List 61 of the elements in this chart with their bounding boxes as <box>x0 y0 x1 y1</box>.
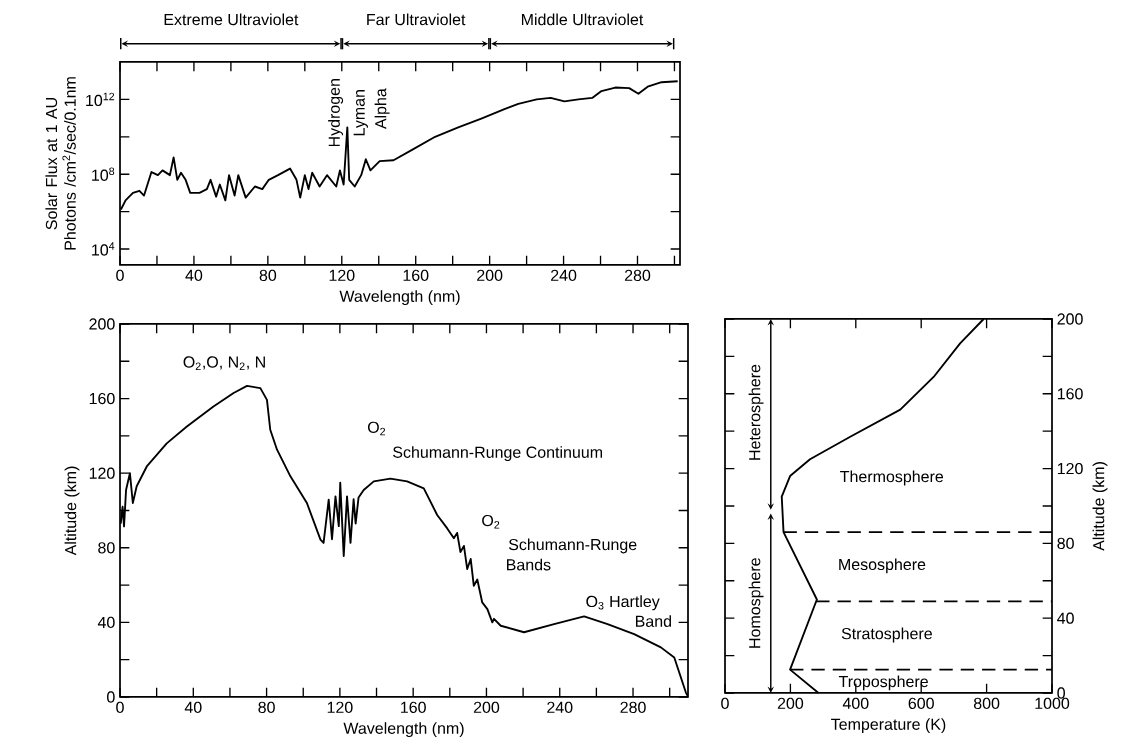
x-axis-title: Wavelength (nm) <box>343 722 464 738</box>
x-tick-label: 120 <box>327 701 353 714</box>
x-tick-label: 1000 <box>1035 697 1070 710</box>
x-axis-title: Wavelength (nm) <box>339 290 460 306</box>
annotation: Bands <box>507 558 551 571</box>
text: Far Ultraviolet <box>367 13 466 26</box>
annotation: O$_{2}$ <box>367 421 386 436</box>
x-tick-label: 40 <box>185 269 203 282</box>
x-tick-label: 240 <box>547 701 573 714</box>
annotation: Troposphere <box>838 675 928 691</box>
x-axis-title: Temperature (K) <box>831 718 946 734</box>
x-tick-label: 160 <box>401 701 426 714</box>
y2-tick-label: 160 <box>1057 388 1083 400</box>
x-tick-label: 160 <box>403 269 429 282</box>
y2-axis-title: Altitude (km) <box>1092 462 1108 551</box>
y-tick-label: 120 <box>89 467 115 479</box>
annotation: O$_{2}$ <box>482 514 500 529</box>
annotation: Thermosphere <box>840 470 944 486</box>
x-tick-label: 800 <box>973 697 1000 710</box>
annotation: Schumann-Runge Continuum <box>393 446 602 462</box>
y-tick-label: 10$^{4}$ <box>92 242 115 256</box>
annotation: O$_{2}$,O, N$_{2}$, N <box>183 356 265 370</box>
x-tick-label: 0 <box>721 697 729 710</box>
x-tick-label: 40 <box>184 701 202 714</box>
x-tick-label: 600 <box>908 697 934 710</box>
annotation: Band <box>635 615 671 627</box>
y-tick-label: 80 <box>98 542 115 554</box>
annotation: Lyman <box>353 90 368 136</box>
annotation: Heterosphere <box>748 364 764 460</box>
x-tick-label: 200 <box>473 701 500 714</box>
y2-tick-label: 0 <box>1057 687 1065 699</box>
y-tick-label: 40 <box>97 616 115 629</box>
text: Extreme Ultraviolet <box>164 13 299 26</box>
y-tick-label: 160 <box>89 392 115 405</box>
x-tick-label: 80 <box>258 701 275 714</box>
annotation: Hydrogen <box>328 79 344 147</box>
y2-tick-label: 40 <box>1057 612 1074 624</box>
y2-tick-label: 200 <box>1057 313 1083 325</box>
y2-tick-label: 120 <box>1057 462 1083 475</box>
x-tick-label: 120 <box>329 269 355 282</box>
x-tick-label: 280 <box>620 701 646 714</box>
annotation: Mesosphere <box>839 558 926 574</box>
x-tick-label: 240 <box>551 269 577 282</box>
x-tick-label: 200 <box>777 697 804 710</box>
x-tick-label: 200 <box>477 269 503 282</box>
x-tick-label: 80 <box>259 269 277 282</box>
annotation: Schumann-Runge <box>508 538 637 554</box>
x-tick-label: 400 <box>842 697 869 710</box>
y-tick-label: 10$^{8}$ <box>92 167 115 181</box>
y2-tick-label: 80 <box>1057 537 1074 550</box>
text: Middle Ultraviolet <box>521 13 644 26</box>
annotation: Alpha <box>374 88 390 130</box>
annotation: O$_{3}$ Hartley <box>586 595 660 611</box>
y-tick-label: 10$^{12}$ <box>86 92 115 107</box>
x-tick-label: 0 <box>116 701 124 714</box>
annotation: Stratosphere <box>841 627 932 643</box>
annotation: Homosphere <box>748 558 764 648</box>
y-axis-title: Altitude (km) <box>64 466 80 556</box>
x-tick-label: 280 <box>624 269 651 282</box>
x-tick-label: 0 <box>116 269 124 282</box>
y-tick-label: 200 <box>89 318 115 330</box>
